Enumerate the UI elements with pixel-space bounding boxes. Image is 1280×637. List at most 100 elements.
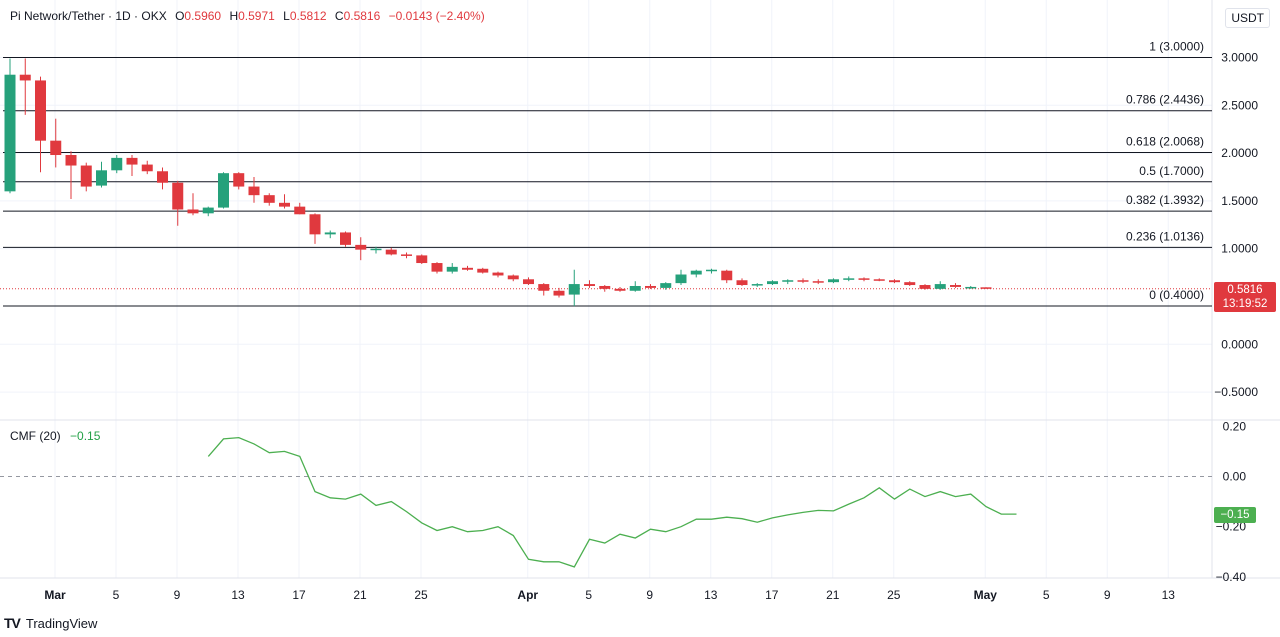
candle-body (828, 279, 839, 283)
low-value: 0.5812 (289, 9, 327, 23)
candle-body (340, 232, 351, 245)
price-axis-label: 2.5000 (1221, 98, 1258, 112)
candle-body (660, 283, 672, 288)
candle-body (218, 173, 229, 208)
candle-body (675, 274, 687, 284)
candle-body (324, 232, 336, 235)
cmf-axis-label: −0.40 (1216, 570, 1247, 584)
candle-body (782, 280, 794, 282)
price-axis-label: 0.0000 (1221, 337, 1258, 351)
candle-body (370, 248, 382, 251)
candle-body (645, 285, 656, 288)
candle-body (904, 282, 916, 286)
time-axis-label: 5 (113, 588, 120, 602)
symbol-legend: Pi Network/Tether · 1D · OKX O0.5960 H 0.… (10, 9, 485, 23)
price-axis: 3.0000 2.5000 2.0000 1.5000 1.0000 0.0000 −0.5… (1214, 51, 1258, 400)
cmf-axis-label: 0.20 (1223, 419, 1247, 433)
candle-body (797, 280, 809, 282)
candle-body (477, 268, 489, 273)
brand-name: TradingView (25, 615, 98, 631)
open-value: 0.5960 (184, 9, 222, 23)
candle-body (35, 80, 46, 141)
candle-body (248, 186, 260, 196)
candle-body (462, 267, 473, 270)
fib-level-label: 0 (0.4000) (1149, 288, 1204, 302)
candle-body (538, 284, 550, 291)
last-price-tag: 0.5816 13:19:52 (1214, 282, 1276, 312)
tradingview-logo-icon: TV (4, 615, 21, 631)
candle-body (80, 165, 92, 187)
time-axis-label: 13 (704, 588, 718, 602)
candle-body (553, 290, 565, 296)
candle-body (294, 206, 306, 215)
candle-body (812, 281, 824, 283)
cmf-line (207, 436, 1017, 568)
candle-body (721, 270, 733, 281)
candle-body (980, 287, 992, 289)
time-axis-label: 25 (414, 588, 428, 602)
fib-level-label: 0.786 (2.4436) (1126, 93, 1204, 107)
candlestick-series (4, 58, 992, 307)
candle-body (858, 278, 870, 280)
time-axis-label: 9 (1104, 588, 1111, 602)
high-label: H (229, 9, 239, 23)
time-axis-label: 25 (887, 588, 901, 602)
candle-body (950, 285, 961, 287)
time-axis-label: 9 (174, 588, 181, 602)
candle-body (843, 278, 855, 280)
candle-body (523, 279, 534, 285)
candle-body (187, 209, 199, 214)
candle-body (279, 202, 290, 207)
cmf-label: CMF (20) (10, 429, 61, 443)
last-price-value: 0.5816 (1227, 284, 1263, 296)
candle-body (4, 74, 16, 192)
candle-body (126, 157, 138, 165)
candle-body (919, 285, 931, 289)
time-axis-label: Apr (517, 588, 538, 602)
time-axis-label: 17 (765, 588, 779, 602)
time-axis-label: Mar (44, 588, 66, 602)
candle-body (50, 140, 62, 156)
candle-body (751, 284, 763, 286)
time-axis-label: 5 (1043, 588, 1050, 602)
candle-body (65, 155, 77, 166)
time-axis-label: 21 (826, 588, 840, 602)
candle-body (446, 266, 458, 272)
cmf-value: −0.15 (70, 429, 101, 443)
candle-body (507, 275, 519, 280)
time-axis-label: 13 (1162, 588, 1176, 602)
fib-level-label: 0.236 (1.0136) (1126, 229, 1204, 243)
cmf-axis-label: −0.20 (1216, 520, 1247, 534)
candle-body (431, 263, 443, 272)
fib-level-label: 0.618 (2.0068) (1126, 134, 1204, 148)
time-axis-label: 5 (585, 588, 592, 602)
candle-body (599, 285, 611, 289)
candle-body (202, 207, 214, 214)
symbol-title: Pi Network/Tether · 1D · OKX (10, 9, 167, 23)
candle-body (965, 286, 977, 289)
close-value: 0.5816 (343, 9, 381, 23)
candle-body (416, 255, 428, 264)
low-label: L (283, 9, 290, 23)
candle-body (263, 195, 275, 203)
open-label: O (175, 9, 185, 23)
cmf-legend: CMF (20) −0.15 (10, 429, 100, 443)
price-axis-label: 1.5000 (1221, 194, 1258, 208)
time-axis-label: 21 (353, 588, 367, 602)
cmf-panel: 0.20 0.00 −0.20 −0.40 (0, 419, 1246, 584)
candle-body (873, 279, 885, 281)
cmf-axis-label: 0.00 (1223, 470, 1247, 484)
currency-button[interactable]: USDT (1225, 8, 1270, 28)
candle-body (614, 288, 626, 291)
price-axis-label: 3.0000 (1221, 51, 1258, 65)
candle-body (309, 214, 321, 235)
tradingview-brand[interactable]: TV TradingView (4, 615, 97, 631)
candle-body (736, 280, 748, 286)
candle-body (492, 272, 504, 276)
candle-body (934, 284, 946, 289)
candle-body (706, 269, 717, 272)
price-axis-label: −0.5000 (1214, 385, 1258, 399)
fib-level-label: 0.382 (1.3932) (1126, 193, 1204, 207)
candle-body (233, 173, 245, 187)
